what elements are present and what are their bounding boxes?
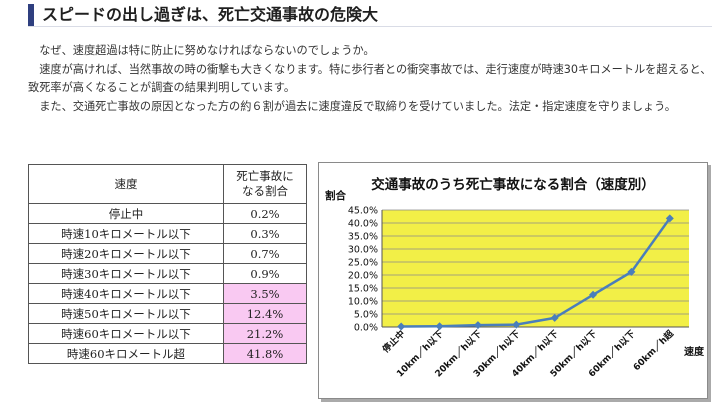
speed-cell: 停止中 xyxy=(28,203,224,224)
y-tick-label: 35.0% xyxy=(348,232,378,243)
rate-cell: 0.2% xyxy=(223,203,307,224)
x-axis-label: 速度 xyxy=(684,345,705,358)
data-point xyxy=(550,313,559,322)
intro-paragraph-1: なぜ、速度超過は特に防止に努めなければならないのでしょうか。 xyxy=(39,44,375,57)
rate-cell: 0.9% xyxy=(223,263,307,284)
y-tick-label: 10.0% xyxy=(348,297,378,308)
rate-cell: 12.4% xyxy=(223,303,307,324)
rate-cell: 3.5% xyxy=(223,283,307,304)
heading-accent-bar xyxy=(28,4,34,26)
table-header-row: 速度 死亡事故に なる割合 xyxy=(28,164,307,204)
intro-paragraph-3: また、交通死亡事故の原因となった方の約６割が過去に速度違反で取締りを受けていまし… xyxy=(39,99,676,113)
x-tick-label: 60km／h超 xyxy=(630,327,676,373)
rate-cell: 21.2% xyxy=(223,323,307,344)
data-point xyxy=(435,322,444,331)
speed-cell: 時速60キロメートル以下 xyxy=(28,323,224,344)
intro-text: なぜ、速度超過は特に防止に努めなければならないのでしょうか。 速度が高ければ、当… xyxy=(28,42,720,116)
data-point xyxy=(589,290,598,299)
speed-cell: 時速60キロメートル超 xyxy=(28,343,224,364)
speed-fatality-table: 速度 死亡事故に なる割合 停止中 0.2% 時速10キロメートル以下 0.3% 時速2… xyxy=(28,164,307,364)
intro-paragraph-2: 速度が高ければ、当然事故の時の衝撃も大きくなります。特に歩行者との衝突事故では、… xyxy=(28,62,712,95)
chart-svg: 交通事故のうち死亡事故になる割合（速度別） 割合 0.0% 5.0% 10.0% 15.0… xyxy=(325,176,705,379)
table-row: 時速30キロメートル以下 0.9% xyxy=(28,263,307,284)
speed-cell: 時速40キロメートル以下 xyxy=(28,283,224,304)
data-point xyxy=(627,267,636,276)
section-heading: スピードの出し過ぎは、死亡交通事故の危険大 xyxy=(28,4,712,27)
header-speed: 速度 xyxy=(28,164,224,204)
table-row: 時速40キロメートル以下 3.5% xyxy=(28,283,307,304)
y-tick-label: 30.0% xyxy=(348,245,378,256)
y-tick-label: 20.0% xyxy=(348,271,378,282)
table-body: 停止中 0.2% 時速10キロメートル以下 0.3% 時速20キロメートル以下 0.7% 時… xyxy=(28,203,307,364)
fatality-rate-chart: 交通事故のうち死亡事故になる割合（速度別） 割合 0.0% 5.0% 10.0% 15.0… xyxy=(318,162,708,399)
y-tick-label: 15.0% xyxy=(348,284,378,295)
data-point xyxy=(397,322,406,331)
y-tick-label: 5.0% xyxy=(354,310,378,321)
speed-cell: 時速30キロメートル以下 xyxy=(28,263,224,284)
rate-cell: 0.7% xyxy=(223,243,307,264)
series-line xyxy=(401,217,671,328)
data-point xyxy=(473,321,482,330)
y-tick-label: 40.0% xyxy=(348,219,378,230)
table-row: 時速20キロメートル以下 0.7% xyxy=(28,243,307,264)
x-tick-label: 停止中 xyxy=(380,328,408,356)
table-row: 時速50キロメートル以下 12.4% xyxy=(28,303,307,324)
header-fatality-rate: 死亡事故に なる割合 xyxy=(223,164,307,204)
table-row: 停止中 0.2% xyxy=(28,203,307,224)
speed-cell: 時速20キロメートル以下 xyxy=(28,243,224,264)
y-tick-label: 0.0% xyxy=(354,323,378,334)
rate-cell: 41.8% xyxy=(223,343,307,364)
speed-cell: 時速10キロメートル以下 xyxy=(28,223,224,244)
table-row: 時速60キロメートル以下 21.2% xyxy=(28,323,307,344)
table-row: 時速60キロメートル超 41.8% xyxy=(28,343,307,364)
table-row: 時速10キロメートル以下 0.3% xyxy=(28,223,307,244)
y-tick-label: 25.0% xyxy=(348,258,378,269)
data-point xyxy=(512,320,521,329)
y-axis-label: 割合 xyxy=(325,189,346,202)
heading-title: スピードの出し過ぎは、死亡交通事故の危険大 xyxy=(42,5,379,24)
y-tick-label: 45.0% xyxy=(348,206,378,217)
rate-cell: 0.3% xyxy=(223,223,307,244)
speed-cell: 時速50キロメートル以下 xyxy=(28,303,224,324)
plot-area xyxy=(382,210,689,327)
data-point xyxy=(665,214,674,223)
chart-title: 交通事故のうち死亡事故になる割合（速度別） xyxy=(371,176,655,193)
